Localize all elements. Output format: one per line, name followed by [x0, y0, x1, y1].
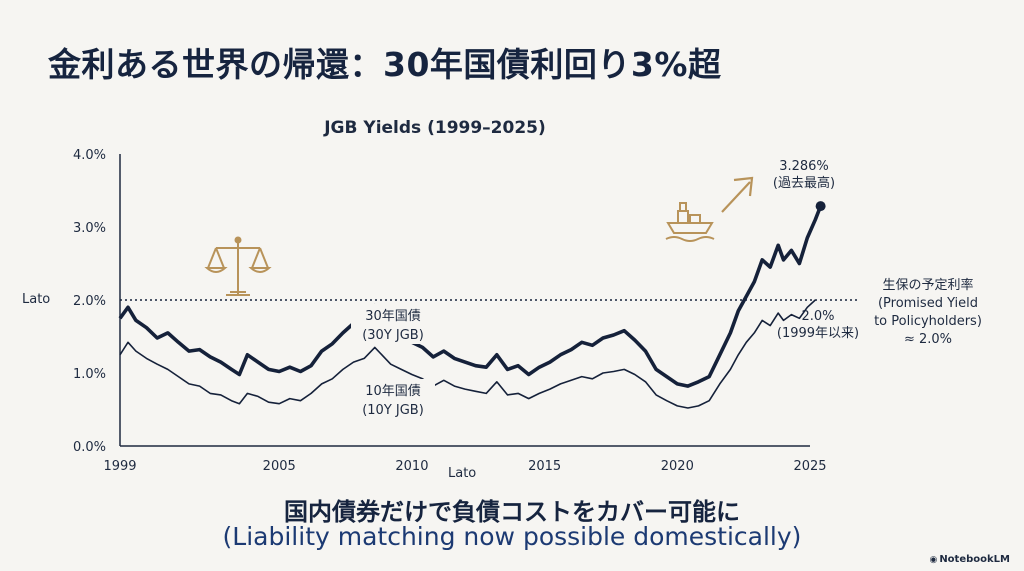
series-lines	[118, 201, 826, 409]
brand-label: NotebookLM	[939, 554, 1010, 565]
reference-line-label: (Promised Yield	[878, 296, 978, 311]
series-label: 30年国債	[365, 309, 421, 324]
y-tick-label: 0.0%	[73, 440, 106, 455]
y-tick-label: 4.0%	[73, 148, 106, 163]
reference-line: 生保の予定利率 (Promised Yield to Policyholders) ≈…	[120, 277, 982, 347]
up-right-arrow-icon	[721, 176, 754, 213]
reference-line-label: 生保の予定利率	[882, 277, 973, 293]
notebooklm-logo-icon: ◉	[929, 555, 938, 565]
x-axis-label: Lato	[448, 466, 477, 481]
annotation-label: 3.286%	[779, 159, 829, 174]
x-tick-label: 1999	[103, 459, 136, 474]
chart-annotations: 3.286%(過去最高) 2.0% (1999年以来)	[773, 159, 859, 341]
series-line-10y	[119, 299, 816, 409]
x-tick-label: 2010	[395, 459, 428, 474]
reference-line-label: to Policyholders)	[874, 314, 982, 329]
peak-marker	[815, 201, 826, 212]
chart-icons	[204, 176, 754, 296]
reference-line-label: ≈ 2.0%	[904, 332, 952, 347]
subtitle-english: (Liability matching now possible domesti…	[222, 522, 802, 551]
x-tick-label: 2005	[263, 459, 296, 474]
series-label-bg	[351, 304, 435, 344]
page-title: 金利ある世界の帰還：30年国債利回り3%超	[48, 45, 722, 84]
series-labels: 30年国債 (30Y JGB) 10年国債 (10Y JGB)	[351, 304, 435, 419]
series-label-bg	[351, 379, 435, 419]
series-label: 10年国債	[365, 384, 421, 399]
y-tick-label: 3.0%	[73, 221, 106, 236]
subtitle-japanese: 国内債券だけで負債コストをカバー可能に	[284, 498, 740, 526]
x-tick-label: 2015	[528, 459, 561, 474]
balance-scale-icon	[204, 236, 272, 296]
y-tick-label: 2.0%	[73, 294, 106, 309]
brand-mark: ◉ NotebookLM	[929, 554, 1010, 565]
annotation-label: (1999年以来)	[777, 326, 859, 341]
x-tick-label: 2020	[661, 459, 694, 474]
cargo-ship-icon	[665, 202, 715, 242]
chart-ticks: 0.0% 1.0% 2.0% 3.0% 4.0% 1999 2005 2010 2015 2020…	[73, 148, 827, 474]
series-label: (30Y JGB)	[362, 328, 424, 343]
annotation-label: (過去最高)	[773, 175, 835, 191]
series-line-30y	[118, 205, 823, 388]
x-tick-label: 2025	[793, 459, 826, 474]
chart-title: JGB Yields (1999–2025)	[324, 118, 546, 138]
y-axis-label: Lato	[22, 292, 51, 307]
y-tick-label: 1.0%	[73, 367, 106, 382]
series-label: (10Y JGB)	[362, 403, 424, 418]
annotation-label: 2.0%	[801, 309, 834, 324]
